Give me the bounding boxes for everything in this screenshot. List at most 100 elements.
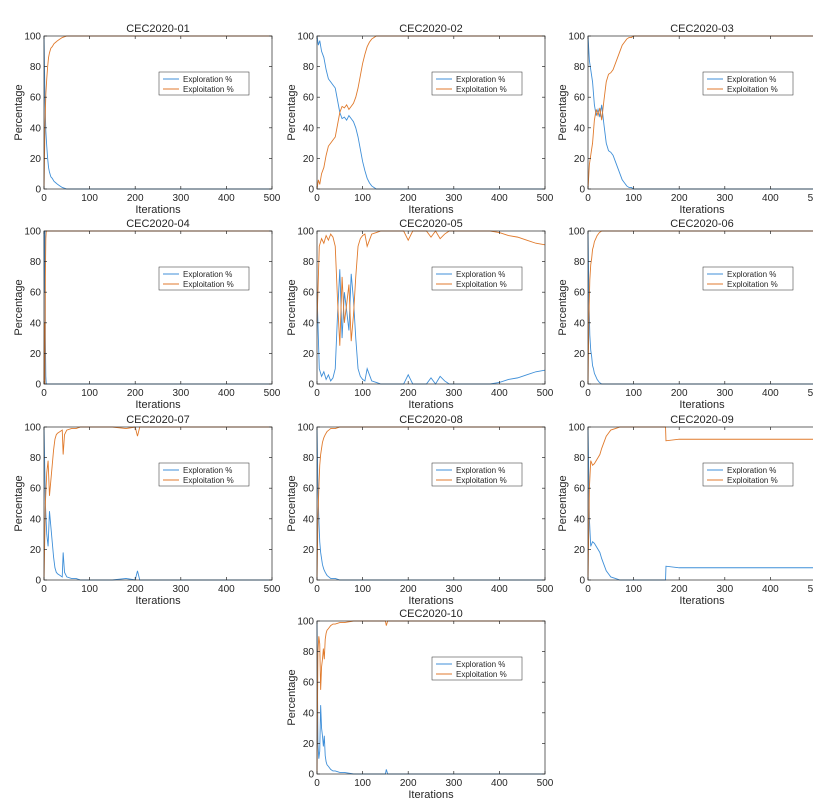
x-tick-label: 400 — [218, 388, 235, 399]
chart-title: CEC2020-01 — [126, 23, 190, 35]
y-tick-label: 80 — [303, 62, 315, 73]
y-tick-label: 100 — [568, 227, 585, 238]
y-tick-label: 20 — [574, 545, 586, 556]
y-tick-label: 20 — [303, 154, 315, 165]
x-tick-label: 300 — [172, 584, 189, 595]
legend-label-exploration: Exploration % — [727, 466, 776, 475]
plot-frame — [316, 230, 546, 385]
x-tick-label: 100 — [81, 388, 98, 399]
chart-panel-6: CEC2020-06 0 100 200 300 400 500 0 20 40 60 80 100 It… — [557, 218, 813, 411]
x-tick-label: 200 — [671, 193, 688, 204]
legend-box — [702, 71, 794, 96]
x-tick-label: 400 — [762, 584, 779, 595]
y-tick-label: 60 — [30, 484, 42, 495]
chart-title: CEC2020-06 — [670, 218, 734, 230]
y-axis-label: Percentage — [557, 279, 569, 335]
legend-label-exploitation: Exploitation % — [456, 670, 507, 679]
x-tick-label: 300 — [172, 193, 189, 204]
chart-panel-7: CEC2020-07 0 100 200 300 400 500 0 20 40 60 80 100 It… — [13, 414, 281, 607]
legend-label-exploration: Exploration % — [727, 75, 776, 84]
y-tick-label: 20 — [30, 545, 42, 556]
y-axis-label: Percentage — [286, 475, 298, 531]
x-tick-label: 100 — [81, 193, 98, 204]
series-line-exploration — [587, 426, 813, 581]
y-tick-label: 0 — [579, 185, 585, 196]
x-tick-label: 500 — [537, 584, 554, 595]
y-tick-label: 80 — [574, 257, 586, 268]
x-tick-label: 200 — [671, 388, 688, 399]
y-tick-label: 0 — [308, 380, 314, 391]
y-tick-label: 60 — [30, 288, 42, 299]
y-tick-label: 40 — [574, 123, 586, 134]
legend-box — [431, 462, 523, 487]
x-tick-label: 500 — [537, 388, 554, 399]
x-axis-label: Iterations — [408, 789, 454, 801]
x-tick-label: 500 — [808, 584, 813, 595]
x-tick-label: 100 — [354, 388, 371, 399]
chart-panel-1: CEC2020-01 0 100 200 300 400 500 0 20 40 60 80 100 It… — [13, 23, 281, 216]
y-tick-label: 0 — [308, 770, 314, 781]
series-line-exploration — [316, 35, 545, 190]
plot-frame — [587, 35, 813, 190]
y-tick-label: 80 — [303, 453, 315, 464]
x-tick-label: 400 — [762, 388, 779, 399]
chart-title: CEC2020-02 — [399, 23, 463, 35]
x-tick-label: 200 — [127, 584, 144, 595]
y-tick-label: 20 — [30, 154, 42, 165]
legend-label-exploitation: Exploitation % — [456, 85, 507, 94]
y-tick-label: 0 — [35, 576, 41, 587]
legend-label-exploitation: Exploitation % — [183, 476, 234, 485]
x-tick-label: 300 — [716, 584, 733, 595]
legend-label-exploitation: Exploitation % — [183, 280, 234, 289]
y-tick-label: 20 — [303, 739, 315, 750]
y-tick-label: 80 — [574, 453, 586, 464]
plot-frame — [316, 426, 546, 581]
legend-label-exploration: Exploration % — [183, 75, 232, 84]
x-axis-label: Iterations — [679, 399, 725, 411]
x-tick-label: 300 — [445, 193, 462, 204]
series-line-exploitation — [316, 620, 545, 775]
y-tick-label: 80 — [30, 453, 42, 464]
legend-label-exploitation: Exploitation % — [456, 476, 507, 485]
series-line-exploration — [43, 426, 272, 581]
plot-frame — [43, 426, 273, 581]
y-tick-label: 80 — [30, 62, 42, 73]
chart-panel-9: CEC2020-09 0 100 200 300 400 500 0 20 40 60 80 100 It… — [557, 414, 813, 607]
x-tick-label: 200 — [400, 584, 417, 595]
legend-box — [431, 71, 523, 96]
x-tick-label: 300 — [172, 388, 189, 399]
y-axis-label: Percentage — [557, 84, 569, 140]
x-tick-label: 0 — [41, 193, 47, 204]
y-tick-label: 60 — [303, 93, 315, 104]
chart-panel-5: CEC2020-05 0 100 200 300 400 500 0 20 40 60 80 100 It… — [286, 218, 554, 411]
y-axis-label: Percentage — [13, 279, 25, 335]
legend-label-exploration: Exploration % — [456, 466, 505, 475]
plot-frame — [587, 426, 813, 581]
chart-panel-4: CEC2020-04 0 100 200 300 400 500 0 20 40 60 80 100 It… — [13, 218, 281, 411]
y-tick-label: 20 — [303, 545, 315, 556]
y-tick-label: 40 — [574, 318, 586, 329]
x-tick-label: 0 — [585, 388, 591, 399]
plot-frame — [43, 230, 273, 385]
y-tick-label: 100 — [297, 617, 314, 628]
y-tick-label: 60 — [303, 288, 315, 299]
x-tick-label: 200 — [400, 388, 417, 399]
x-tick-label: 500 — [537, 193, 554, 204]
chart-title: CEC2020-10 — [399, 608, 463, 620]
plot-frame — [316, 620, 546, 775]
y-tick-label: 60 — [574, 93, 586, 104]
legend-box — [158, 462, 250, 487]
series-line-exploration — [587, 230, 813, 385]
legend-label-exploration: Exploration % — [727, 270, 776, 279]
x-tick-label: 300 — [716, 193, 733, 204]
series-line-exploitation — [587, 230, 813, 385]
y-axis-label: Percentage — [13, 475, 25, 531]
legend-box — [431, 656, 523, 681]
y-tick-label: 20 — [303, 349, 315, 360]
legend-label-exploitation: Exploitation % — [727, 280, 778, 289]
y-tick-label: 0 — [35, 185, 41, 196]
series-line-exploration — [316, 620, 545, 775]
legend-box — [702, 266, 794, 291]
x-tick-label: 500 — [264, 584, 281, 595]
y-tick-label: 60 — [574, 288, 586, 299]
